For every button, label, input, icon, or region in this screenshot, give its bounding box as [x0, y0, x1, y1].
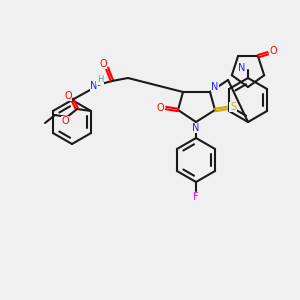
Text: N: N [211, 82, 219, 92]
Text: F: F [193, 192, 199, 202]
Text: O: O [269, 46, 277, 56]
Text: N: N [238, 63, 246, 73]
Text: O: O [99, 59, 107, 69]
Text: N: N [90, 81, 98, 91]
Text: S: S [230, 102, 236, 112]
Text: O: O [61, 116, 69, 126]
Text: O: O [64, 91, 72, 101]
Text: O: O [156, 103, 164, 113]
Text: N: N [192, 123, 200, 133]
Text: H: H [97, 76, 103, 85]
